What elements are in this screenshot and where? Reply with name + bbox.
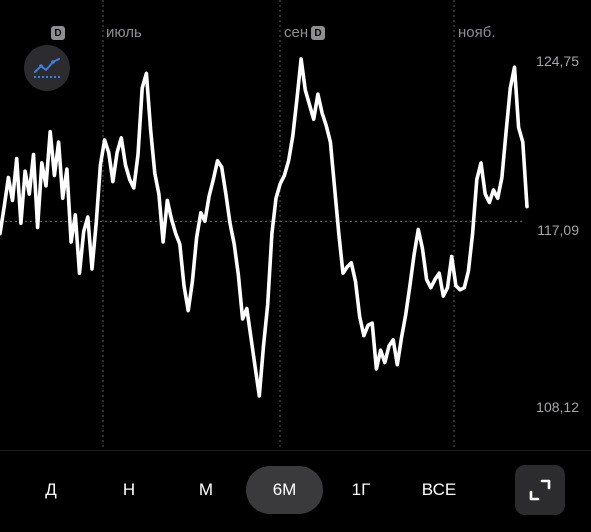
chart-grid bbox=[0, 0, 525, 450]
period-tab-all[interactable]: ВСЕ bbox=[421, 480, 457, 499]
toolbar-divider bbox=[0, 450, 591, 451]
month-label-july: июль bbox=[106, 24, 142, 41]
period-tab-month[interactable]: М bbox=[198, 480, 214, 499]
price-chart[interactable] bbox=[0, 0, 591, 450]
period-tab-year[interactable]: 1Г bbox=[351, 480, 371, 499]
expand-button[interactable] bbox=[515, 465, 565, 515]
price-line bbox=[0, 57, 529, 398]
month-label-november: нояб. bbox=[458, 24, 496, 41]
dividend-badge[interactable]: D bbox=[51, 26, 65, 40]
period-tab-six-months[interactable]: 6М bbox=[246, 466, 323, 514]
period-tab-day[interactable]: Д bbox=[45, 480, 57, 499]
month-label-september: сен bbox=[284, 24, 309, 41]
expand-fullscreen-icon bbox=[529, 479, 551, 501]
chart-mode-button[interactable] bbox=[24, 45, 70, 91]
dividend-badge[interactable]: D bbox=[311, 26, 325, 40]
line-chart-icon bbox=[34, 58, 60, 78]
price-level-low: 108,12 bbox=[536, 399, 579, 415]
price-level-high: 124,75 bbox=[536, 53, 579, 69]
period-tab-week[interactable]: Н bbox=[122, 480, 136, 499]
price-level-mid: 117,09 bbox=[537, 222, 579, 238]
